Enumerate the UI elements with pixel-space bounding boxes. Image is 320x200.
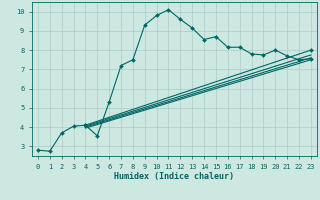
X-axis label: Humidex (Indice chaleur): Humidex (Indice chaleur) <box>115 172 234 181</box>
